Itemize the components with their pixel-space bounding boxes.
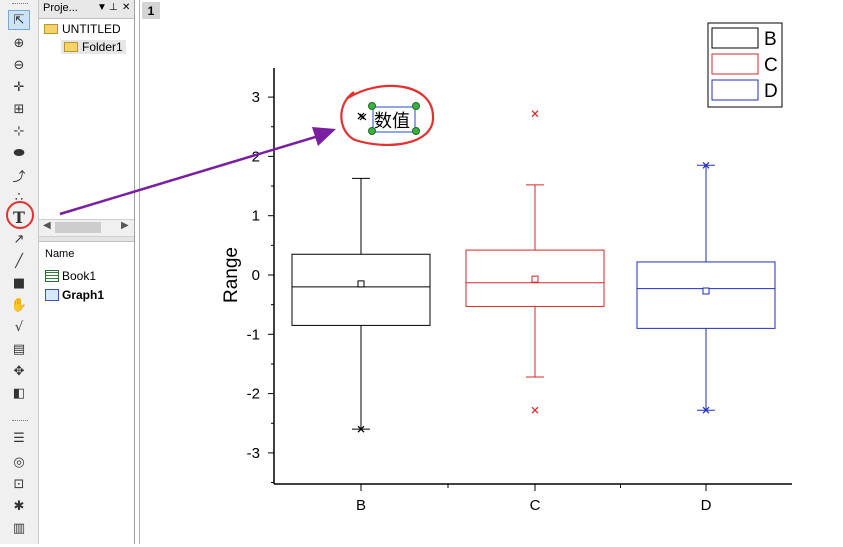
explorer-title: Proje... xyxy=(43,2,78,14)
tree-root[interactable]: UNTITLED xyxy=(44,22,121,36)
insert-graph-tool-icon[interactable]: ▤ xyxy=(12,341,26,357)
explorer-hscrollbar[interactable]: ◀ ▶ xyxy=(39,219,134,237)
explorer-title-bar: Proje... ▼ ⊥ ✕ xyxy=(39,0,134,19)
tools-toolbar: ⇱ ⊕ ⊖ ✛ ⊞ ⊹ ⬬ ⤴ ∴ T ↗ ╱ ■ ✋ √ ▤ ✥ ◧ ☰ ◎ … xyxy=(0,0,39,544)
y-tick-label: -3 xyxy=(247,445,260,462)
project-explorer: Proje... ▼ ⊥ ✕ UNTITLED Folder1 ◀ ▶ Name… xyxy=(39,0,135,544)
list-item-graph1[interactable]: Graph1 xyxy=(45,288,104,302)
box-series-C xyxy=(465,184,605,378)
linked-data-icon[interactable]: ⊡ xyxy=(13,476,25,492)
y-axis-label: Range xyxy=(221,247,242,303)
legend: BCD xyxy=(707,22,783,108)
scroll-left-icon[interactable]: ◀ xyxy=(43,220,51,231)
arrow-tool-icon[interactable]: ↗ xyxy=(13,231,25,247)
outlier-marker-stroke xyxy=(357,112,365,120)
selection-handle xyxy=(368,127,376,135)
workbook-icon xyxy=(45,270,59,282)
x-tick-label: B xyxy=(356,497,366,514)
box-body xyxy=(636,261,776,329)
legend-label: C xyxy=(764,55,778,76)
tree-root-label: UNTITLED xyxy=(62,22,121,36)
text-label: 数值 xyxy=(374,111,410,132)
tree-folder-label: Folder1 xyxy=(82,40,123,54)
whisker-end-marker-stroke xyxy=(702,406,710,414)
legend-swatch xyxy=(711,79,759,101)
box-series-B xyxy=(291,177,431,430)
text-tool-icon[interactable]: T xyxy=(13,207,25,227)
y-tick-label: 0 xyxy=(252,267,260,284)
legend-label: D xyxy=(764,81,778,102)
box-body xyxy=(291,253,431,326)
layer-number-badge[interactable]: 1 xyxy=(142,2,160,19)
toolbar-grip[interactable] xyxy=(12,3,28,6)
text-anchor-cross-stroke xyxy=(359,113,367,121)
mean-marker xyxy=(702,287,710,295)
legend-swatch xyxy=(711,53,759,75)
zoom-out-tool-icon[interactable]: ⊖ xyxy=(13,57,25,73)
3d-object-tool-icon[interactable]: ◧ xyxy=(12,385,26,401)
circle-tool-icon[interactable]: ◎ xyxy=(13,454,25,470)
selection-handle xyxy=(368,102,376,110)
legend-swatch xyxy=(711,27,759,49)
y-tick-label: 1 xyxy=(252,208,260,225)
outlier-marker-stroke xyxy=(531,110,539,118)
move-layer-tool-icon[interactable]: ✥ xyxy=(13,363,25,379)
selection-handle xyxy=(412,127,420,135)
graph-window-icon xyxy=(45,289,59,301)
list-item-label: Book1 xyxy=(62,269,97,283)
whisker-end-marker-stroke xyxy=(702,161,710,169)
rectangle-tool-icon[interactable]: ■ xyxy=(12,275,26,291)
x-tick-label: D xyxy=(701,497,712,514)
x-tick-label: C xyxy=(530,497,541,514)
annotation-arrow-shaft xyxy=(59,133,323,216)
dropdown-icon[interactable]: ▼ xyxy=(97,2,107,13)
mean-marker xyxy=(531,275,539,283)
hand-tool-icon[interactable]: ✋ xyxy=(10,297,28,313)
mean-marker xyxy=(357,280,365,288)
scatter-tool-icon[interactable]: ∴ xyxy=(14,189,24,205)
outlier-marker-stroke xyxy=(531,406,539,414)
formula-tool-icon[interactable]: √ xyxy=(14,319,24,335)
zoom-in-tool-icon[interactable]: ⊕ xyxy=(13,35,25,51)
mask-tool-icon[interactable]: ⬬ xyxy=(13,145,25,161)
text-label-object: 数值 xyxy=(368,102,420,135)
pointer-tool-icon[interactable]: ⇱ xyxy=(8,10,30,30)
list-item-book1[interactable]: Book1 xyxy=(45,269,96,283)
asterisk-tool-icon[interactable]: ✱ xyxy=(13,498,25,514)
folder-icon xyxy=(44,24,58,34)
toolbar-grip-2[interactable] xyxy=(12,420,28,423)
y-tick-label: -1 xyxy=(247,326,260,343)
y-tick-label: -2 xyxy=(247,386,260,403)
label-highlight-circle xyxy=(340,84,435,146)
close-icon[interactable]: ✕ xyxy=(122,2,131,13)
layer-list-icon[interactable]: ☰ xyxy=(13,430,25,446)
pin-icon[interactable]: ⊥ xyxy=(109,2,118,13)
line-tool-icon[interactable]: ╱ xyxy=(15,253,23,269)
text-selection-box xyxy=(372,106,416,133)
scroll-thumb[interactable] xyxy=(55,222,101,233)
annotation-arrow-head xyxy=(312,127,336,146)
text-tool-highlight-circle xyxy=(6,201,34,229)
open-folder-icon xyxy=(64,42,78,52)
tree-folder[interactable]: Folder1 xyxy=(61,40,126,54)
data-reader-tool-icon[interactable]: ⊹ xyxy=(13,123,25,139)
scroll-right-icon[interactable]: ▶ xyxy=(121,220,129,231)
table-tool-icon[interactable]: ▥ xyxy=(12,520,26,536)
whisker-end-marker-stroke xyxy=(357,425,365,433)
box-series-D xyxy=(636,164,776,411)
list-item-label: Graph1 xyxy=(62,288,105,302)
column-header-name[interactable]: Name xyxy=(45,248,75,260)
y-tick-label: 2 xyxy=(252,148,260,165)
screen-reader-tool-icon[interactable]: ✛ xyxy=(13,79,25,95)
graph-window: 1 -3 -2 -1 0 1 2 3 Range B C D B C D 数值 xyxy=(139,0,843,544)
draw-data-tool-icon[interactable]: ⤴ xyxy=(12,169,26,185)
y-tick-label: 3 xyxy=(252,89,260,106)
selection-handle xyxy=(412,102,420,110)
legend-label: B xyxy=(764,29,777,50)
data-selector-tool-icon[interactable]: ⊞ xyxy=(13,101,25,117)
